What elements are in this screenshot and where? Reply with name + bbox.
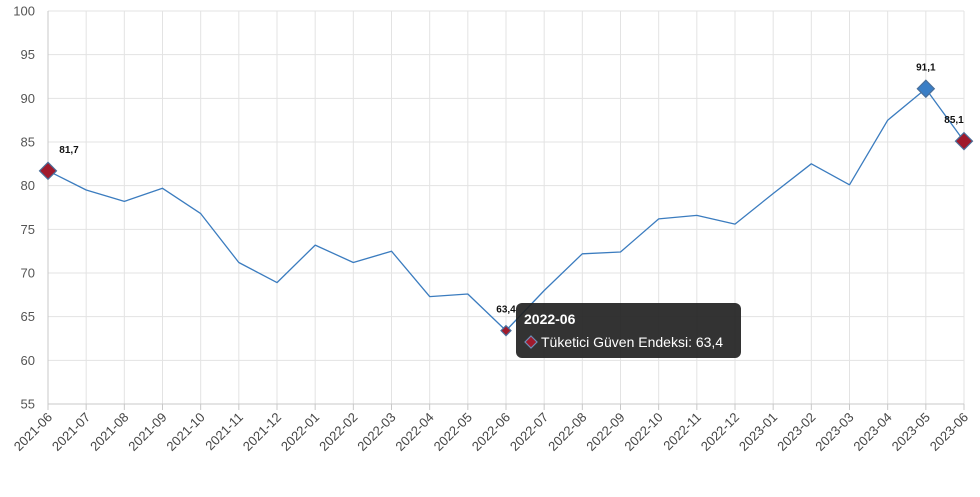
diamond-marker-icon — [524, 335, 538, 349]
x-tick-label: 2022-03 — [354, 410, 398, 454]
data-label: 91,1 — [916, 63, 936, 74]
data-point-marker — [916, 79, 936, 99]
data-label: 63,4 — [496, 305, 516, 316]
data-point-marker — [954, 131, 974, 151]
x-tick-label: 2023-03 — [812, 410, 856, 454]
x-tick-label: 2022-09 — [583, 410, 627, 454]
x-tick-label: 2021-06 — [11, 410, 55, 454]
data-point-marker — [38, 161, 58, 181]
x-tick-label: 2023-06 — [927, 410, 971, 454]
tooltip-title: 2022-06 — [524, 311, 576, 327]
x-tick-label: 2022-08 — [545, 410, 589, 454]
x-tick-label: 2022-07 — [507, 410, 551, 454]
y-tick-label: 80 — [21, 178, 35, 193]
x-tick-label: 2022-12 — [698, 410, 742, 454]
x-tick-label: 2022-02 — [316, 410, 360, 454]
y-tick-label: 90 — [21, 91, 35, 106]
x-tick-label: 2023-05 — [889, 410, 933, 454]
y-tick-label: 70 — [21, 266, 35, 281]
x-tick-label: 2022-06 — [469, 410, 513, 454]
x-tick-label: 2021-11 — [202, 410, 246, 454]
x-tick-label: 2022-11 — [660, 410, 704, 454]
tooltip-row: Tüketici Güven Endeksi: 63,4 — [524, 333, 733, 351]
y-tick-label: 75 — [21, 222, 35, 237]
y-tick-label: 55 — [21, 397, 35, 412]
x-tick-label: 2022-04 — [392, 410, 436, 454]
x-tick-label: 2022-05 — [431, 410, 475, 454]
y-tick-label: 60 — [21, 353, 35, 368]
x-tick-label: 2023-02 — [774, 410, 818, 454]
x-tick-label: 2021-12 — [240, 410, 284, 454]
tooltip-text: Tüketici Güven Endeksi: 63,4 — [541, 334, 724, 350]
y-tick-label: 95 — [21, 47, 35, 62]
x-tick-label: 2021-07 — [49, 410, 93, 454]
y-tick-label: 85 — [21, 135, 35, 150]
x-tick-label: 2023-04 — [850, 410, 894, 454]
chart-tooltip: 2022-06 Tüketici Güven Endeksi: 63,4 — [516, 303, 741, 358]
x-tick-label: 2021-10 — [163, 410, 207, 454]
x-tick-label: 2021-09 — [125, 410, 169, 454]
y-tick-label: 100 — [13, 4, 35, 19]
x-tick-label: 2023-01 — [736, 410, 780, 454]
x-tick-label: 2022-10 — [621, 410, 665, 454]
x-tick-label: 2021-08 — [87, 410, 131, 454]
data-label: 81,7 — [59, 145, 79, 156]
data-point-marker — [500, 324, 512, 337]
x-tick-label: 2022-01 — [278, 410, 322, 454]
data-label: 85,1 — [944, 115, 964, 126]
y-tick-label: 65 — [21, 309, 35, 324]
